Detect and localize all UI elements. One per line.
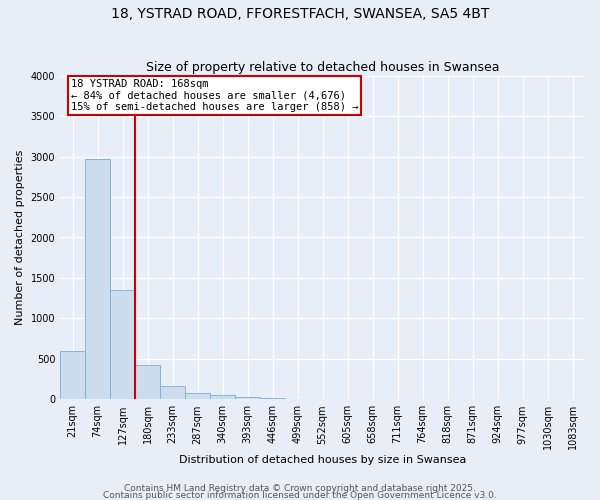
Y-axis label: Number of detached properties: Number of detached properties <box>15 150 25 325</box>
Text: 18 YSTRAD ROAD: 168sqm
← 84% of detached houses are smaller (4,676)
15% of semi-: 18 YSTRAD ROAD: 168sqm ← 84% of detached… <box>71 79 358 112</box>
Text: 18, YSTRAD ROAD, FFORESTFACH, SWANSEA, SA5 4BT: 18, YSTRAD ROAD, FFORESTFACH, SWANSEA, S… <box>111 8 489 22</box>
Bar <box>260 398 285 400</box>
X-axis label: Distribution of detached houses by size in Swansea: Distribution of detached houses by size … <box>179 455 466 465</box>
Bar <box>60 351 85 400</box>
Title: Size of property relative to detached houses in Swansea: Size of property relative to detached ho… <box>146 62 499 74</box>
Bar <box>135 364 160 400</box>
Bar <box>85 159 110 400</box>
Bar <box>160 386 185 400</box>
Bar <box>235 397 260 400</box>
Text: Contains HM Land Registry data © Crown copyright and database right 2025.: Contains HM Land Registry data © Crown c… <box>124 484 476 493</box>
Bar <box>110 290 135 400</box>
Bar <box>210 396 235 400</box>
Bar <box>185 393 210 400</box>
Text: Contains public sector information licensed under the Open Government Licence v3: Contains public sector information licen… <box>103 490 497 500</box>
